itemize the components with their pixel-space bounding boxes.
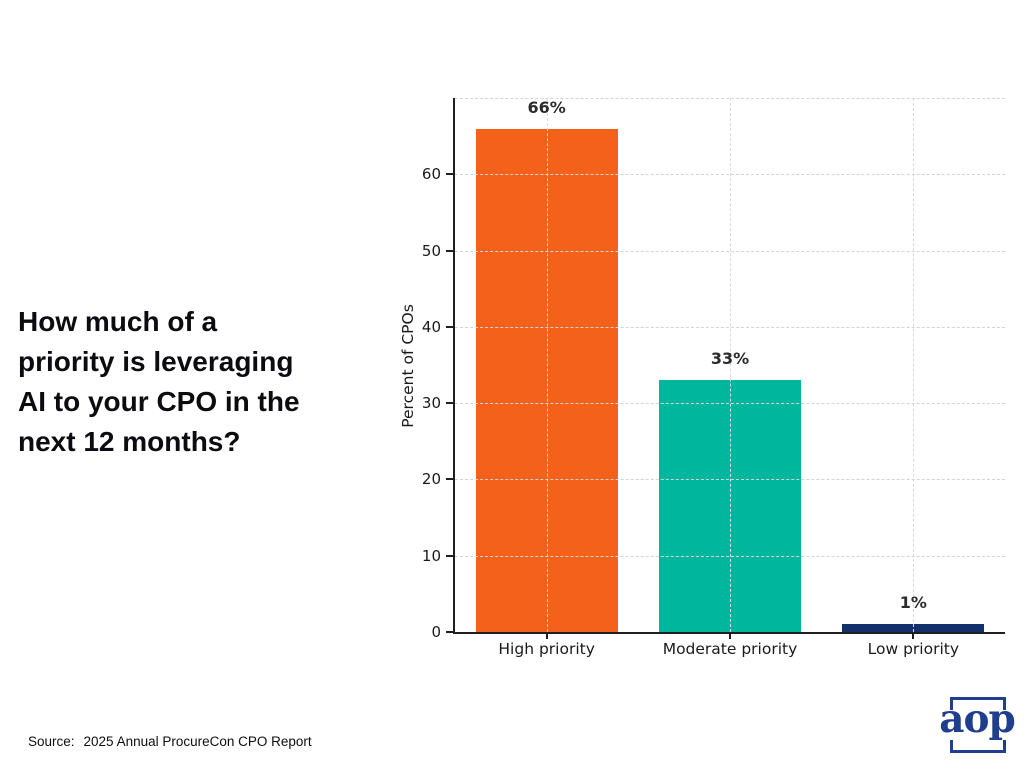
y-tick-mark [446, 173, 454, 176]
y-tick-label: 20 [421, 470, 441, 489]
bar-value-label: 33% [710, 349, 750, 369]
source-text: 2025 Annual ProcureCon CPO Report [83, 734, 312, 749]
y-tick-label: 0 [431, 623, 441, 641]
y-tick-label: 30 [421, 394, 441, 413]
y-tick-label: 60 [421, 165, 441, 184]
x-axis-spine [453, 632, 1005, 634]
x-tick-mark [545, 634, 548, 639]
y-tick-mark [446, 631, 454, 633]
question-title: How much of a priority is leveraging AI … [18, 306, 300, 457]
category-label: Moderate priority [662, 640, 798, 658]
bar-value-label: 1% [899, 593, 927, 613]
gridline-vertical [730, 98, 731, 632]
y-tick-mark [446, 402, 454, 405]
y-axis-spine [453, 98, 455, 634]
bar-value-label: 66% [527, 97, 566, 117]
y-tick-mark [446, 554, 454, 557]
logo-wordmark: aop [939, 695, 1016, 742]
gridline-vertical [913, 98, 915, 632]
category-label: Low priority [867, 640, 960, 658]
gridline-vertical [546, 98, 548, 632]
y-tick-label: 10 [421, 546, 441, 565]
logo-bracket-bottom-icon [950, 740, 1006, 753]
aop-logo: aop [939, 690, 1016, 756]
y-tick-mark [446, 325, 454, 328]
source-line: Source: 2025 Annual ProcureCon CPO Report [28, 734, 312, 749]
logo-bracket-top-icon [950, 697, 1006, 710]
category-label: High priority [498, 640, 595, 658]
source-label: Source: [28, 734, 75, 749]
y-tick-mark [446, 249, 454, 252]
y-tick-label: 40 [421, 317, 441, 336]
y-tick-mark [446, 478, 454, 481]
x-tick-mark [912, 634, 915, 639]
x-tick-mark [729, 634, 731, 639]
y-tick-label: 50 [421, 241, 441, 260]
